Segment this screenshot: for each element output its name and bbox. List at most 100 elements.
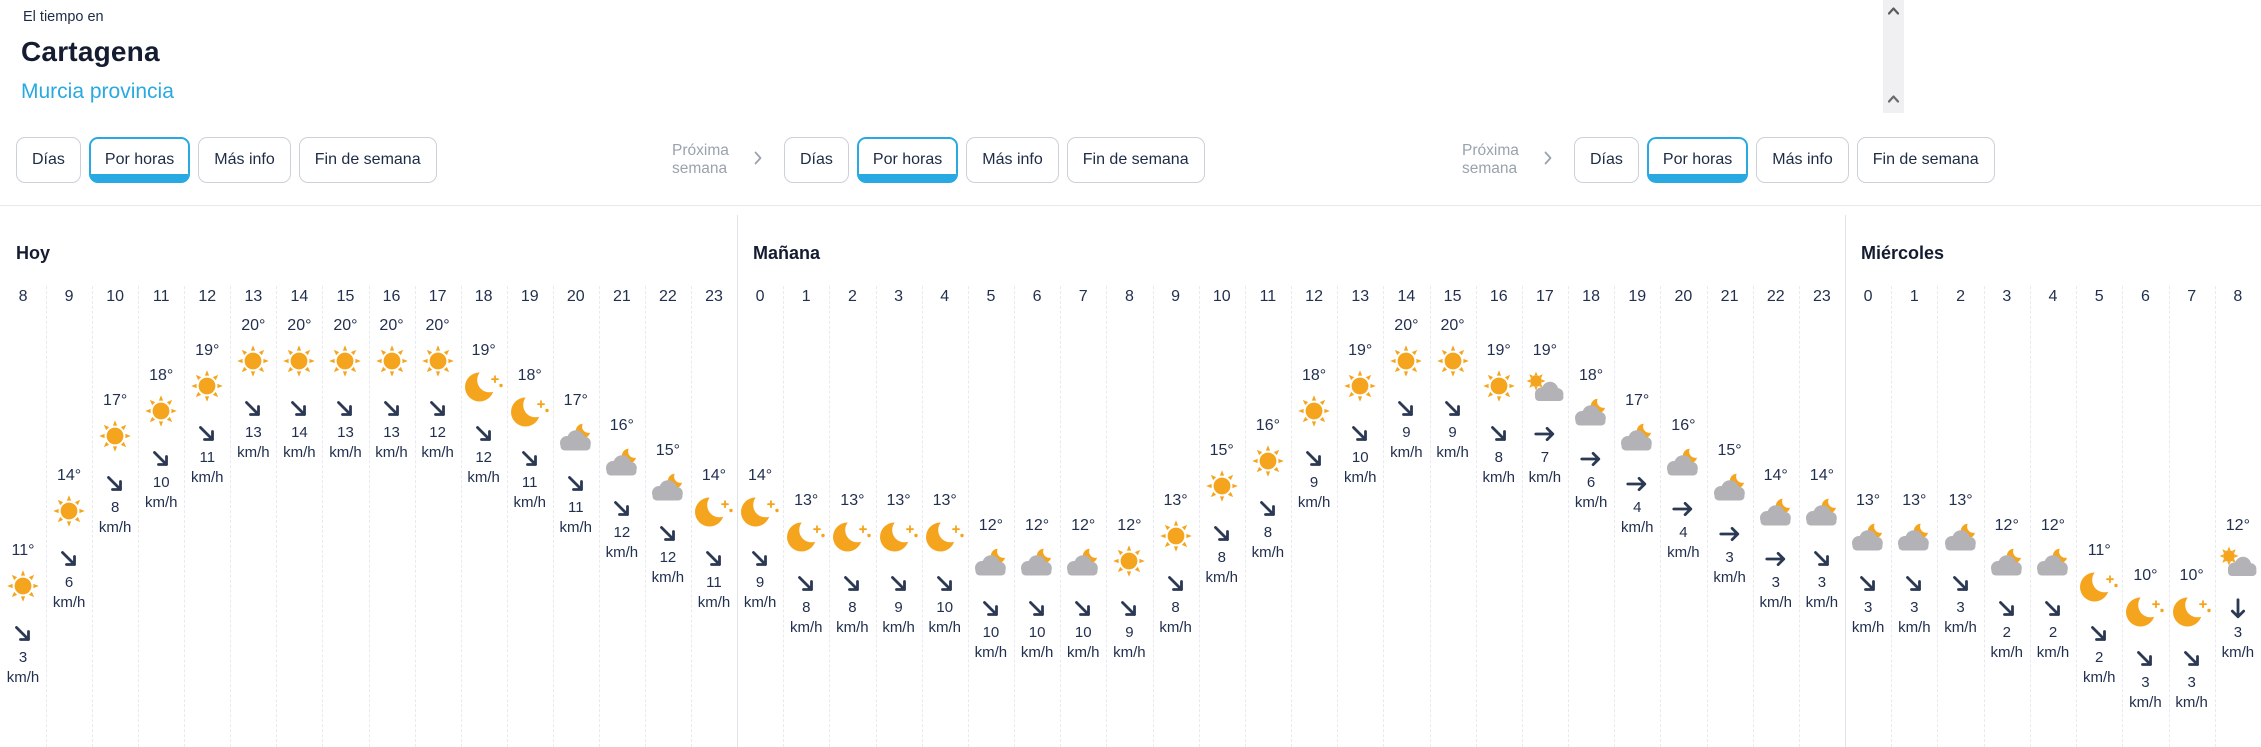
- tab-dias[interactable]: Días: [1574, 137, 1639, 183]
- cloud-moon-icon: [1063, 542, 1103, 580]
- wind-direction-arrow: [196, 423, 218, 445]
- page-title: Cartagena: [21, 36, 160, 67]
- hour-label: 22: [659, 288, 677, 305]
- wind-direction-arrow: [657, 523, 679, 545]
- hour-forecast-column: 10° 3 km/h: [2169, 566, 2215, 712]
- hour-gridline: [230, 286, 232, 747]
- sun-icon: [1111, 542, 1147, 580]
- hour-forecast-column: 14° 9 km/h: [737, 466, 783, 612]
- temperature-value: 11°: [11, 542, 35, 559]
- hour-forecast-column: 12° 10 km/h: [1014, 516, 1060, 662]
- moon-icon: [785, 517, 827, 555]
- sun-icon: [374, 342, 410, 380]
- hour-label: 12: [198, 288, 217, 305]
- wind-speed-unit: km/h: [1482, 469, 1515, 486]
- wind-direction-arrow: [58, 548, 80, 570]
- wind-direction-arrow: [288, 398, 310, 420]
- hour-gridline: [1891, 286, 1893, 747]
- moon-icon: [2124, 592, 2166, 630]
- wind-direction-arrow: [1118, 598, 1140, 620]
- hour-forecast-column: 10° 3 km/h: [2122, 566, 2168, 712]
- hour-label: 14: [1397, 288, 1416, 305]
- wind-direction-arrow: [980, 598, 1002, 620]
- hour-gridline: [875, 286, 877, 747]
- next-week-link[interactable]: Próxima semana: [672, 137, 763, 183]
- wind-speed-unit: km/h: [1851, 619, 1885, 636]
- wind-speed-unit: km/h: [1251, 544, 1285, 561]
- temperature-value: 13°: [1163, 492, 1188, 509]
- wind-speed-value: 13: [245, 424, 262, 441]
- hour-label: 14: [290, 288, 309, 305]
- wind-speed-value: 11: [521, 474, 538, 491]
- tab-fin-de-semana[interactable]: Fin de semana: [1066, 137, 1205, 183]
- vertical-scrollbar[interactable]: [1883, 0, 1904, 113]
- tab-mas-info[interactable]: Más info: [198, 137, 291, 183]
- hour-forecast-column: 20° 13 km/h: [322, 316, 368, 462]
- tab-mas-info[interactable]: Más info: [966, 137, 1059, 183]
- wind-direction-arrow: [1211, 523, 1233, 545]
- cloud-moon-icon: [1848, 517, 1888, 555]
- moon-icon: [2078, 567, 2120, 605]
- wind-speed-value: 12: [613, 524, 631, 541]
- tab-dias[interactable]: Días: [16, 137, 81, 183]
- hour-label: 9: [64, 288, 74, 305]
- next-week-link[interactable]: Próxima semana: [1462, 137, 1553, 183]
- hour-label: 2: [847, 288, 857, 305]
- hour-forecast-column: 13° 3 km/h: [1845, 491, 1891, 637]
- hour-gridline: [506, 286, 508, 747]
- wind-speed-unit: km/h: [789, 619, 823, 636]
- cloud-moon-icon: [2033, 542, 2073, 580]
- wind-speed-unit: km/h: [1159, 619, 1192, 636]
- temperature-value: 18°: [149, 367, 174, 384]
- hour-gridline: [1475, 286, 1477, 747]
- tab-mas-info[interactable]: Más info: [1756, 137, 1849, 183]
- wind-direction-arrow: [1996, 598, 2018, 620]
- wind-speed-value: 3: [18, 649, 28, 666]
- wind-direction-arrow: [1857, 573, 1879, 595]
- hour-forecast-column: 15° 8 km/h: [1199, 441, 1245, 587]
- hour-gridline: [1798, 286, 1800, 747]
- temperature-value: 18°: [517, 367, 542, 384]
- day-name: Hoy: [16, 243, 51, 263]
- wind-speed-unit: km/h: [651, 569, 685, 586]
- moon-icon: [693, 492, 735, 530]
- page-subtitle: Murcia provincia: [21, 80, 174, 103]
- wind-speed-value: 9: [1402, 424, 1411, 441]
- hour-forecast-column: 13° 3 km/h: [1891, 491, 1937, 637]
- wind-direction-arrow: [2181, 648, 2203, 670]
- hour-gridline: [2029, 286, 2031, 747]
- wind-direction-arrow: [1349, 423, 1371, 445]
- tab-por-horas[interactable]: Por horas: [88, 137, 191, 183]
- temperature-value: 20°: [287, 317, 312, 334]
- hour-gridline: [322, 286, 324, 747]
- sun-icon: [5, 567, 41, 605]
- day-section-divider: [737, 215, 738, 747]
- wind-speed-value: 8: [1171, 599, 1180, 616]
- hour-label: 6: [1032, 288, 1042, 305]
- tab-fin-de-semana[interactable]: Fin de semana: [1856, 137, 1995, 183]
- temperature-value: 20°: [1394, 317, 1419, 334]
- temperature-value: 15°: [1209, 442, 1234, 459]
- hour-gridline: [138, 286, 140, 747]
- sun-icon: [235, 342, 271, 380]
- wind-speed-value: 2: [2048, 624, 2058, 641]
- wind-speed-value: 9: [1125, 624, 1134, 641]
- temperature-value: 13°: [1856, 492, 1881, 509]
- wind-speed-unit: km/h: [375, 444, 408, 461]
- wind-speed-value: 2: [2095, 649, 2104, 666]
- hour-forecast-column: 17° 8 km/h: [92, 391, 138, 537]
- hour-forecast-column: 18° 10 km/h: [138, 366, 184, 512]
- wind-speed-value: 12: [475, 449, 492, 466]
- tab-por-horas[interactable]: Por horas: [856, 137, 959, 183]
- sun-icon: [1204, 467, 1240, 505]
- tab-por-horas[interactable]: Por horas: [1646, 137, 1749, 183]
- wind-speed-value: 10: [1028, 624, 1046, 641]
- sun-icon: [1250, 442, 1286, 480]
- hour-forecast-column: 20° 13 km/h: [369, 316, 415, 462]
- hour-forecast-column: 20° 13 km/h: [230, 316, 276, 462]
- tab-fin-de-semana[interactable]: Fin de semana: [298, 137, 437, 183]
- tab-dias[interactable]: Días: [784, 137, 849, 183]
- wind-speed-unit: km/h: [1620, 519, 1654, 536]
- hour-gridline: [46, 286, 48, 747]
- hour-label: 18: [1582, 288, 1600, 305]
